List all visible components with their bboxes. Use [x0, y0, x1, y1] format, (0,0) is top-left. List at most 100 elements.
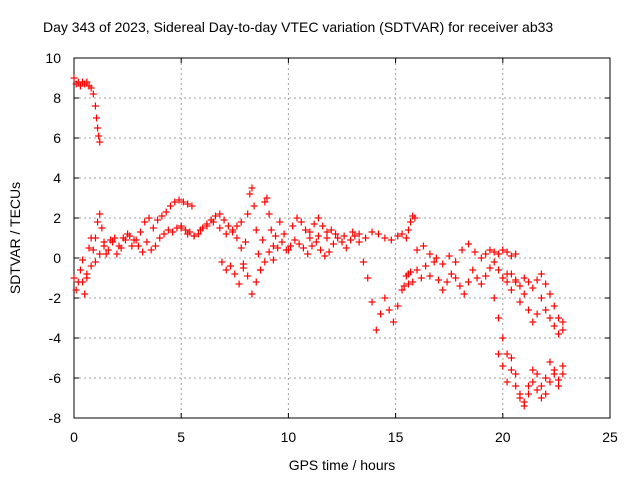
data-point — [321, 252, 329, 260]
data-point — [147, 246, 155, 254]
data-point — [91, 258, 99, 266]
data-point — [282, 246, 290, 254]
data-point — [546, 358, 554, 366]
data-point — [250, 202, 258, 210]
data-point — [503, 278, 511, 286]
data-point — [490, 258, 498, 266]
data-point — [177, 224, 185, 232]
data-point — [188, 202, 196, 210]
data-point — [194, 230, 202, 238]
data-point — [460, 290, 468, 298]
data-point — [306, 228, 314, 236]
data-point — [102, 250, 110, 258]
data-point — [359, 258, 367, 266]
series-arc-9 — [490, 294, 567, 410]
data-point — [244, 272, 252, 280]
series-arc-1 — [70, 74, 104, 146]
data-point — [216, 224, 224, 232]
data-point — [404, 226, 412, 234]
data-point — [419, 242, 427, 250]
data-point — [184, 200, 192, 208]
data-point — [299, 244, 307, 252]
data-point — [409, 278, 417, 286]
data-point — [439, 286, 447, 294]
data-point — [235, 280, 243, 288]
data-point — [368, 228, 376, 236]
data-point — [79, 256, 87, 264]
data-point — [503, 350, 511, 358]
data-point — [317, 246, 325, 254]
data-point — [87, 262, 95, 270]
data-point — [181, 226, 189, 234]
y-tick-label: 4 — [53, 170, 61, 186]
data-point — [81, 290, 89, 298]
data-point — [456, 282, 464, 290]
data-point — [550, 302, 558, 310]
data-point — [559, 326, 567, 334]
data-point — [169, 228, 177, 236]
data-point — [297, 218, 305, 226]
data-point — [310, 220, 318, 228]
y-tick-label: 6 — [53, 130, 61, 146]
data-point — [229, 226, 237, 234]
data-layer — [70, 74, 567, 410]
data-point — [471, 248, 479, 256]
data-point — [231, 270, 239, 278]
data-point — [555, 376, 563, 384]
data-point — [278, 238, 286, 246]
data-point — [222, 230, 230, 238]
data-point — [473, 274, 481, 282]
data-point — [72, 286, 80, 294]
axis-layer: 0 5 10 15 20 25 -8 -6 -4 -2 0 2 4 6 8 10 — [45, 50, 618, 445]
data-point — [304, 250, 312, 258]
data-point — [70, 274, 78, 282]
data-point — [224, 222, 232, 230]
data-point — [394, 232, 402, 240]
data-point — [512, 278, 520, 286]
data-point — [520, 290, 528, 298]
data-point — [507, 366, 515, 374]
data-point — [413, 266, 421, 274]
data-point — [411, 214, 419, 222]
data-point — [516, 282, 524, 290]
series-arc-7 — [400, 258, 567, 334]
data-point — [218, 258, 226, 266]
data-point — [287, 242, 295, 250]
y-tick-label: -8 — [49, 410, 62, 426]
data-point — [141, 218, 149, 226]
data-point — [520, 274, 528, 282]
data-point — [94, 218, 102, 226]
data-point — [242, 238, 250, 246]
data-point — [128, 242, 136, 250]
data-point — [89, 246, 97, 254]
data-point — [372, 326, 380, 334]
data-point — [559, 362, 567, 370]
data-point — [162, 208, 170, 216]
data-point — [269, 256, 277, 264]
data-point — [507, 286, 515, 294]
data-point — [237, 218, 245, 226]
data-point — [227, 262, 235, 270]
data-point — [422, 262, 430, 270]
data-point — [323, 228, 331, 236]
y-tick-label: 8 — [53, 90, 61, 106]
data-point — [265, 248, 273, 256]
data-point — [503, 270, 511, 278]
data-point — [87, 84, 95, 92]
data-point — [525, 278, 533, 286]
data-point — [445, 252, 453, 260]
data-point — [402, 234, 410, 242]
y-tick-label: -2 — [49, 290, 62, 306]
data-point — [263, 194, 271, 202]
data-point — [362, 234, 370, 242]
data-point — [306, 234, 314, 242]
data-point — [482, 250, 490, 258]
data-point — [154, 216, 162, 224]
data-point — [111, 234, 119, 242]
data-point — [329, 240, 337, 248]
data-point — [546, 314, 554, 322]
x-tick-label: 5 — [177, 429, 185, 445]
data-point — [70, 74, 78, 82]
data-point — [314, 232, 322, 240]
